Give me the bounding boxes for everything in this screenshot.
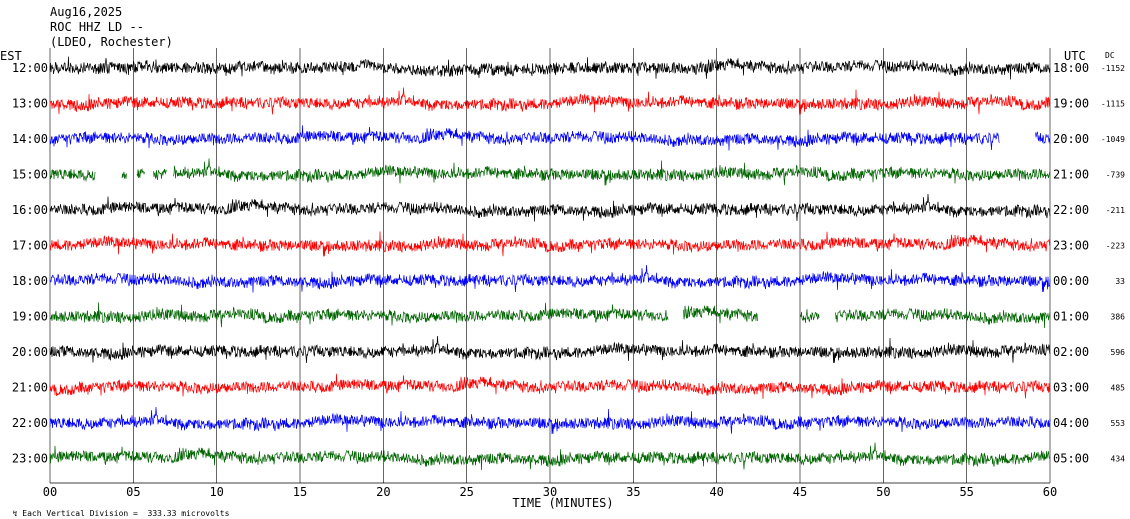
x-tick-label: 25 <box>459 485 473 499</box>
trace-row-21:00 <box>49 373 1051 400</box>
trace-row-13:00 <box>49 87 1051 115</box>
x-axis-label: TIME (MINUTES) <box>512 496 613 510</box>
dc-row-label: -1152 <box>1101 64 1125 73</box>
utc-row-label: 01:00 <box>1053 310 1089 324</box>
x-tick-label: 00 <box>43 485 57 499</box>
trace-row-18:00 <box>49 264 1051 293</box>
x-tick-label: 15 <box>293 485 307 499</box>
trace-row-23:00 <box>49 442 1051 471</box>
dc-row-label: 434 <box>1111 455 1126 464</box>
x-tick-label: 50 <box>876 485 890 499</box>
trace-row-14:00 <box>49 125 1051 151</box>
vertical-gridlines <box>49 48 1051 484</box>
dc-row-label: 386 <box>1111 313 1126 322</box>
est-row-label: 14:00 <box>12 132 48 146</box>
trace-row-20:00 <box>49 335 1051 364</box>
dc-row-label: -223 <box>1106 242 1125 251</box>
axis-labels: 00 05 10 15 20 25 30 35 40 45 50 55 60 EST UTC DC TIME (… <box>0 49 1125 510</box>
est-axis-label: EST <box>0 49 22 63</box>
x-tick-label: 55 <box>959 485 973 499</box>
scale-note-text: Each Vertical Division = 333.33 microvol… <box>22 509 230 518</box>
x-tick-label: 45 <box>793 485 807 499</box>
est-row-label: 19:00 <box>12 310 48 324</box>
utc-row-label: 04:00 <box>1053 416 1089 430</box>
dc-row-label: -211 <box>1106 206 1125 215</box>
est-row-label: 13:00 <box>12 97 48 111</box>
header-station: ROC HHZ LD -- <box>50 20 144 34</box>
est-row-label: 22:00 <box>12 416 48 430</box>
utc-row-label: 02:00 <box>1053 345 1089 359</box>
est-row-label: 21:00 <box>12 381 48 395</box>
header-network: (LDEO, Rochester) <box>50 35 173 49</box>
utc-row-label: 00:00 <box>1053 274 1089 288</box>
utc-row-label: 05:00 <box>1053 452 1089 466</box>
utc-axis-label: UTC <box>1064 49 1086 63</box>
dc-row-label: 485 <box>1111 384 1126 393</box>
x-tick-label: 10 <box>209 485 223 499</box>
utc-row-label: 03:00 <box>1053 381 1089 395</box>
utc-row-label: 20:00 <box>1053 132 1089 146</box>
header-date: Aug16,2025 <box>50 5 123 19</box>
utc-row-label: 21:00 <box>1053 168 1089 182</box>
est-row-label: 15:00 <box>12 168 48 182</box>
scale-icon: ↯ <box>12 509 23 518</box>
x-tick-label: 35 <box>626 485 640 499</box>
trace-row-22:00 <box>49 406 1051 435</box>
x-tick-label: 60 <box>1043 485 1057 499</box>
trace-row-17:00 <box>49 231 1051 257</box>
dc-row-label: 553 <box>1111 419 1126 428</box>
utc-row-label: 23:00 <box>1053 239 1089 253</box>
seismic-traces <box>49 56 1051 471</box>
trace-row-12:00 <box>49 56 1051 80</box>
est-row-label: 12:00 <box>12 61 48 75</box>
dc-row-label: -1115 <box>1101 100 1125 109</box>
est-row-label: 23:00 <box>12 452 48 466</box>
dc-row-label: 596 <box>1111 348 1126 357</box>
x-tick-label: 20 <box>376 485 390 499</box>
est-row-label: 17:00 <box>12 239 48 253</box>
dc-row-label: 33 <box>1115 277 1125 286</box>
x-tick-label: 30 <box>543 485 557 499</box>
est-row-label: 20:00 <box>12 345 48 359</box>
trace-row-15:00 <box>49 158 1051 186</box>
trace-row-19:00 <box>49 302 1051 329</box>
dc-row-label: -1049 <box>1101 135 1125 144</box>
x-tick-label: 05 <box>126 485 140 499</box>
x-tick-label: 40 <box>709 485 723 499</box>
dc-row-label: -739 <box>1106 171 1125 180</box>
utc-row-label: 19:00 <box>1053 97 1089 111</box>
utc-row-label: 18:00 <box>1053 61 1089 75</box>
dc-axis-label: DC <box>1105 51 1115 60</box>
est-row-label: 16:00 <box>12 203 48 217</box>
est-row-label: 18:00 <box>12 274 48 288</box>
trace-row-16:00 <box>49 193 1051 222</box>
utc-row-label: 22:00 <box>1053 203 1089 217</box>
scale-note: ↯ Each Vertical Division = 333.33 microv… <box>3 500 230 518</box>
